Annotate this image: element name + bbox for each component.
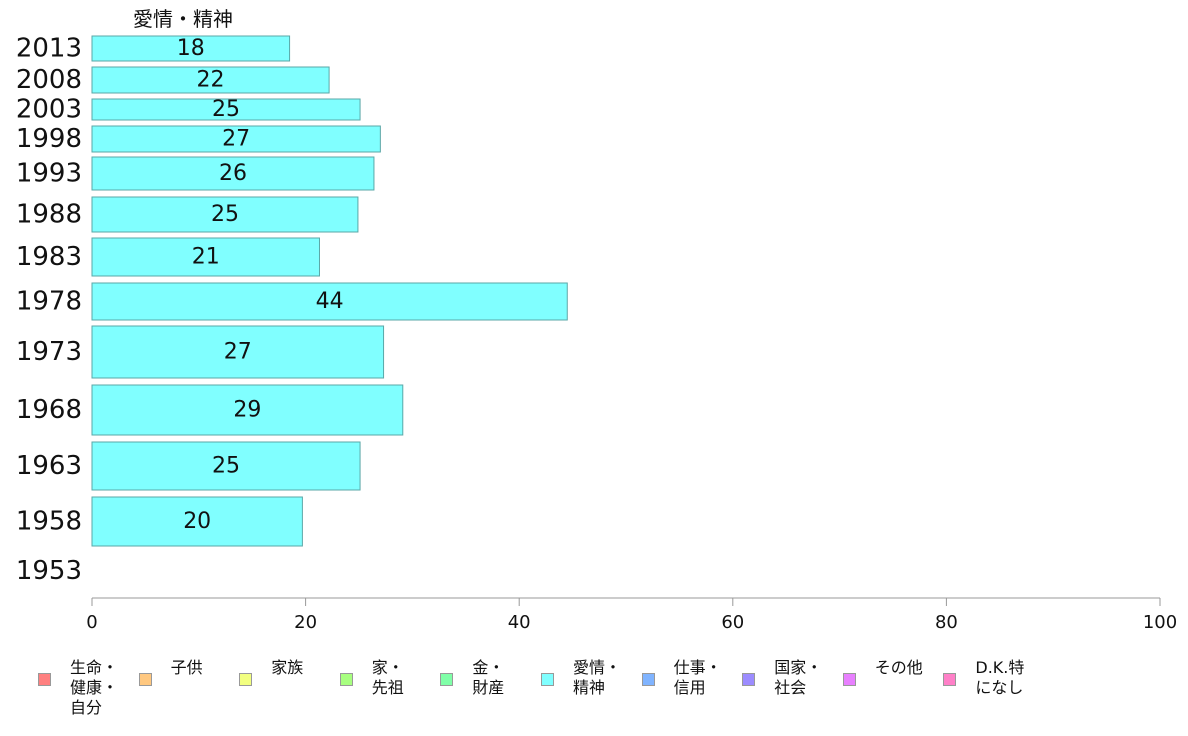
legend-swatch bbox=[742, 673, 756, 686]
bar-1998 bbox=[91, 125, 381, 153]
year-label-1993: 1993 bbox=[16, 159, 82, 189]
legend-item-1: 子供 bbox=[138, 658, 203, 686]
legend-label: D.K.特 になし bbox=[975, 658, 1025, 697]
legend-swatch bbox=[339, 673, 353, 686]
data-label-1993: 26 bbox=[219, 161, 247, 186]
bar-1973 bbox=[91, 325, 385, 379]
legend-label: 仕事・ 信用 bbox=[673, 658, 722, 697]
data-label-2003: 25 bbox=[212, 97, 240, 122]
year-label-1998: 1998 bbox=[16, 124, 82, 154]
legend-label: 家・ 先祖 bbox=[371, 658, 404, 697]
data-label-1983: 21 bbox=[192, 245, 220, 270]
year-label-1968: 1968 bbox=[16, 395, 82, 425]
x-tick-label-80: 80 bbox=[935, 612, 958, 633]
data-labels: 18 22 25 27 26 25 21 44 27 29 25 20 bbox=[177, 36, 344, 534]
bars-group bbox=[91, 35, 568, 547]
x-tick-label-100: 100 bbox=[1143, 612, 1177, 633]
legend-swatch bbox=[138, 673, 152, 686]
legend-label: その他 bbox=[874, 658, 923, 677]
year-label-2008: 2008 bbox=[16, 65, 82, 95]
x-tick-label-0: 0 bbox=[86, 612, 97, 633]
data-label-1998: 27 bbox=[222, 127, 250, 152]
data-label-2013: 18 bbox=[177, 36, 205, 61]
year-label-1953: 1953 bbox=[16, 556, 82, 586]
legend-label: 子供 bbox=[170, 658, 203, 677]
legend-label: 金・ 財産 bbox=[472, 658, 505, 697]
legend-item-2: 家族 bbox=[239, 658, 303, 686]
legend: 生命・ 健康・ 自分 子供 家族 家・ 先祖 金・ 財産 愛情・ 精神 仕事・ 信用 国家・ … bbox=[38, 658, 1178, 718]
legend-swatch bbox=[440, 673, 454, 686]
x-axis: 0 20 40 60 80 100 bbox=[86, 597, 1177, 633]
bar-1978 bbox=[91, 282, 568, 321]
year-label-2013: 2013 bbox=[16, 34, 82, 64]
legend-swatch bbox=[239, 673, 253, 686]
year-label-2003: 2003 bbox=[16, 95, 82, 125]
legend-item-6: 仕事・ 信用 bbox=[641, 658, 722, 698]
year-label-1963: 1963 bbox=[16, 451, 82, 481]
legend-item-5: 愛情・ 精神 bbox=[541, 658, 621, 698]
data-label-1978: 44 bbox=[316, 289, 344, 314]
year-label-1978: 1978 bbox=[16, 287, 82, 317]
bar-1993 bbox=[91, 156, 375, 191]
data-label-1988: 25 bbox=[211, 202, 239, 227]
data-label-2008: 22 bbox=[197, 68, 225, 93]
legend-item-7: 国家・ 社会 bbox=[742, 658, 822, 698]
data-label-1958: 20 bbox=[183, 509, 211, 534]
bar-1963 bbox=[91, 441, 361, 491]
x-tick-label-20: 20 bbox=[294, 612, 317, 633]
series-title: 愛情・精神 bbox=[133, 7, 233, 31]
x-tick-label-40: 40 bbox=[508, 612, 531, 633]
bar-1983 bbox=[91, 237, 320, 277]
legend-swatch bbox=[541, 673, 554, 686]
x-tick-label-60: 60 bbox=[721, 612, 744, 633]
bar-2013 bbox=[91, 35, 291, 62]
legend-item-4: 金・ 財産 bbox=[440, 658, 504, 698]
year-label-1983: 1983 bbox=[16, 242, 82, 272]
bar-1958 bbox=[91, 496, 303, 547]
legend-item-0: 生命・ 健康・ 自分 bbox=[38, 658, 118, 718]
legend-label: 家族 bbox=[271, 658, 304, 677]
data-label-1973: 27 bbox=[224, 340, 252, 365]
bar-1968 bbox=[91, 384, 404, 436]
legend-swatch bbox=[842, 673, 856, 686]
year-label-1988: 1988 bbox=[16, 200, 82, 230]
legend-label: 生命・ 健康・ 自分 bbox=[70, 658, 119, 717]
legend-item-3: 家・ 先祖 bbox=[339, 658, 404, 698]
legend-item-9: D.K.特 になし bbox=[943, 658, 1024, 698]
bar-2008 bbox=[91, 66, 330, 94]
year-label-1958: 1958 bbox=[16, 507, 82, 537]
legend-label: 国家・ 社会 bbox=[774, 658, 823, 697]
data-label-1963: 25 bbox=[212, 454, 240, 479]
bar-2003 bbox=[91, 98, 361, 121]
legend-swatch bbox=[38, 673, 51, 686]
legend-swatch bbox=[943, 673, 957, 686]
year-label-1973: 1973 bbox=[16, 337, 82, 367]
bar-1988 bbox=[91, 196, 359, 233]
legend-swatch bbox=[641, 673, 655, 686]
legend-item-8: その他 bbox=[842, 658, 923, 686]
data-label-1968: 29 bbox=[233, 398, 261, 423]
legend-label: 愛情・ 精神 bbox=[573, 658, 622, 697]
